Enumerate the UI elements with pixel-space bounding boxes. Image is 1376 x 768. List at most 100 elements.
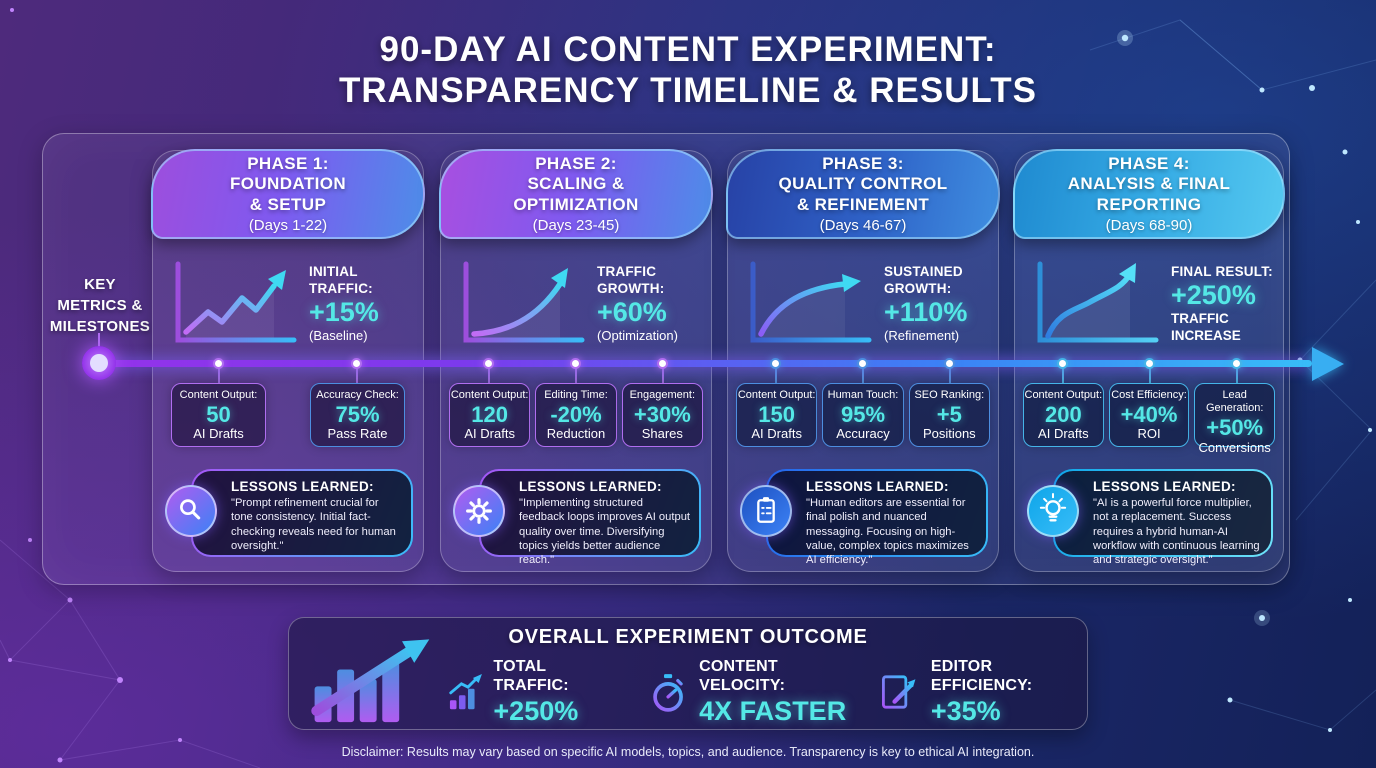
- phase-4-header: PHASE 4: ANALYSIS & FINAL REPORTING (Day…: [1013, 149, 1285, 239]
- metric-connector: [862, 367, 864, 383]
- clipboard-icon: [740, 485, 792, 537]
- metric-label: Human Touch:: [827, 389, 899, 401]
- phase-2-days: (Days 23-45): [532, 216, 620, 234]
- phase-3-trend-label: SUSTAINED GROWTH:: [884, 264, 963, 296]
- metric-label: Editing Time:: [544, 389, 608, 401]
- phase-1-name: PHASE 1: FOUNDATION & SETUP: [229, 154, 347, 214]
- exponential-curve-chart-icon: [463, 261, 585, 343]
- metric-sub: Positions: [922, 426, 976, 442]
- lightbulb-icon: [1027, 485, 1079, 537]
- metric-box: Accuracy Check: 75% Pass Rate: [310, 383, 405, 447]
- outcome-title: OVERALL EXPERIMENT OUTCOME: [508, 626, 868, 648]
- metric-box: Content Output: 150 AI Drafts: [736, 383, 818, 447]
- metric-connector: [218, 367, 220, 383]
- metric-value: 50: [206, 402, 231, 428]
- phase-1-trend-label: INITIAL TRAFFIC:: [309, 264, 373, 296]
- phase-1-header: PHASE 1: FOUNDATION & SETUP (Days 1-22): [151, 149, 425, 239]
- phase-3-metrics: Content Output: 150 AI Drafts Human Touc…: [736, 383, 990, 447]
- metric-value: +30%: [633, 402, 691, 428]
- metric-connector: [662, 367, 664, 383]
- phase-1-trend: INITIAL TRAFFIC: +15% (Baseline): [159, 251, 421, 357]
- metric-label: SEO Ranking:: [914, 389, 985, 401]
- overall-outcome-panel: OVERALL EXPERIMENT OUTCOME: [288, 617, 1088, 730]
- outcome-stat-traffic: TOTAL TRAFFIC: +250%: [445, 657, 612, 726]
- metric-value: 120: [471, 402, 509, 428]
- metric-sub: Accuracy: [836, 426, 890, 442]
- timeline-node: [570, 358, 581, 369]
- metric-connector: [1236, 367, 1238, 383]
- phase-2-trend-sub: (Optimization): [597, 327, 678, 343]
- metric-sub: ROI: [1137, 426, 1161, 442]
- phase-3-trend-value: +110%: [884, 296, 968, 327]
- phase-3-lessons: LESSONS LEARNED: "Human editors are esse…: [740, 467, 988, 566]
- phase-1-trend-value: +15%: [309, 296, 379, 327]
- timeline-start-node: [82, 346, 116, 380]
- metric-label: Content Output:: [737, 389, 816, 401]
- phase-2-header: PHASE 2: SCALING & OPTIMIZATION (Days 23…: [439, 149, 713, 239]
- metric-label: Lead Generation:: [1205, 389, 1264, 415]
- metric-connector: [1149, 367, 1151, 383]
- metric-box: Lead Generation: +50% Conversions: [1194, 383, 1276, 455]
- timeline-line: [99, 360, 1312, 367]
- metric-label: Engagement:: [629, 389, 696, 401]
- phase-1-lessons: LESSONS LEARNED: "Prompt refinement cruc…: [165, 467, 413, 559]
- phase-2-name: PHASE 2: SCALING & OPTIMIZATION: [513, 154, 639, 214]
- phase-2-metrics: Content Output: 120 AI Drafts Editing Ti…: [449, 383, 703, 447]
- metric-label: Content Output:: [1024, 389, 1103, 401]
- phase-4-lessons: LESSONS LEARNED: "AI is a powerful force…: [1027, 467, 1273, 566]
- metric-label: Content Output:: [450, 389, 529, 401]
- timeline-node: [351, 358, 362, 369]
- timeline-node: [857, 358, 868, 369]
- metric-box: Cost Efficiency: +40% ROI: [1108, 383, 1190, 447]
- lessons-box: LESSONS LEARNED: "Human editors are esse…: [766, 469, 988, 566]
- timeline-axis-label: KEY METRICS & MILESTONES: [49, 276, 151, 335]
- metric-sub: Reduction: [546, 426, 606, 442]
- outcome-stat-editor: EDITOR EFFICIENCY: +35%: [877, 657, 1081, 726]
- phase-1-metrics: Content Output: 50 AI Drafts Accuracy Ch…: [165, 383, 411, 447]
- metric-label: Content Output:: [179, 389, 258, 401]
- gear-icon: [453, 485, 505, 537]
- metric-box: Engagement: +30% Shares: [621, 383, 703, 447]
- outcome-stat-value: +250%: [493, 695, 579, 726]
- page-title-line1: 90-DAY AI CONTENT EXPERIMENT:: [379, 30, 997, 69]
- lessons-heading: LESSONS LEARNED:: [231, 479, 374, 494]
- metric-box: Content Output: 120 AI Drafts: [449, 383, 531, 447]
- metric-value: 75%: [335, 402, 380, 428]
- metric-sub: AI Drafts: [464, 426, 515, 442]
- metric-value: 200: [1044, 402, 1082, 428]
- metric-value: +5: [936, 402, 962, 428]
- timeline-node: [1144, 358, 1155, 369]
- metric-connector: [488, 367, 490, 383]
- timeline-node: [770, 358, 781, 369]
- metric-value: +40%: [1120, 402, 1178, 428]
- phase-3-trend: SUSTAINED GROWTH: +110% (Refinement): [734, 251, 996, 357]
- timeline-node: [944, 358, 955, 369]
- metric-connector: [356, 367, 358, 383]
- disclaimer-text: Disclaimer: Results may vary based on sp…: [341, 745, 1035, 759]
- document-pencil-icon: [882, 675, 916, 709]
- mini-bar-chart-icon: [449, 673, 482, 710]
- lessons-box: LESSONS LEARNED: "Implementing structure…: [479, 469, 701, 566]
- phase-4-trend-label: FINAL RESULT:: [1171, 264, 1273, 280]
- metric-box: SEO Ranking: +5 Positions: [908, 383, 990, 447]
- metric-value: -20%: [550, 402, 602, 428]
- outcome-stat-label: EDITOR EFFICIENCY:: [930, 658, 1033, 695]
- metric-connector: [1062, 367, 1064, 383]
- phase-3-header: PHASE 3: QUALITY CONTROL & REFINEMENT (D…: [726, 149, 1000, 239]
- lessons-heading: LESSONS LEARNED:: [1093, 479, 1236, 494]
- phase-2-trend-label: TRAFFIC GROWTH:: [597, 264, 665, 296]
- zigzag-rising-chart-icon: [175, 261, 297, 343]
- outcome-stats: TOTAL TRAFFIC: +250%: [445, 657, 1081, 726]
- phase-4-trend-value: +250%: [1171, 280, 1256, 311]
- phase-2-trend: TRAFFIC GROWTH: +60% (Optimization): [447, 251, 709, 357]
- metric-value: +50%: [1206, 415, 1264, 441]
- timeline-node: [483, 358, 494, 369]
- lessons-quote: "Prompt refinement crucial for tone cons…: [231, 497, 396, 552]
- metric-box: Content Output: 50 AI Drafts: [171, 383, 266, 447]
- metric-box: Content Output: 200 AI Drafts: [1023, 383, 1104, 447]
- lessons-quote: "AI is a powerful force multiplier, not …: [1093, 497, 1260, 567]
- metric-sub: AI Drafts: [193, 426, 244, 442]
- lessons-quote: "Human editors are essential for final p…: [806, 497, 969, 567]
- metric-sub: AI Drafts: [1038, 426, 1089, 442]
- outcome-stat-label: CONTENT VELOCITY:: [699, 658, 786, 695]
